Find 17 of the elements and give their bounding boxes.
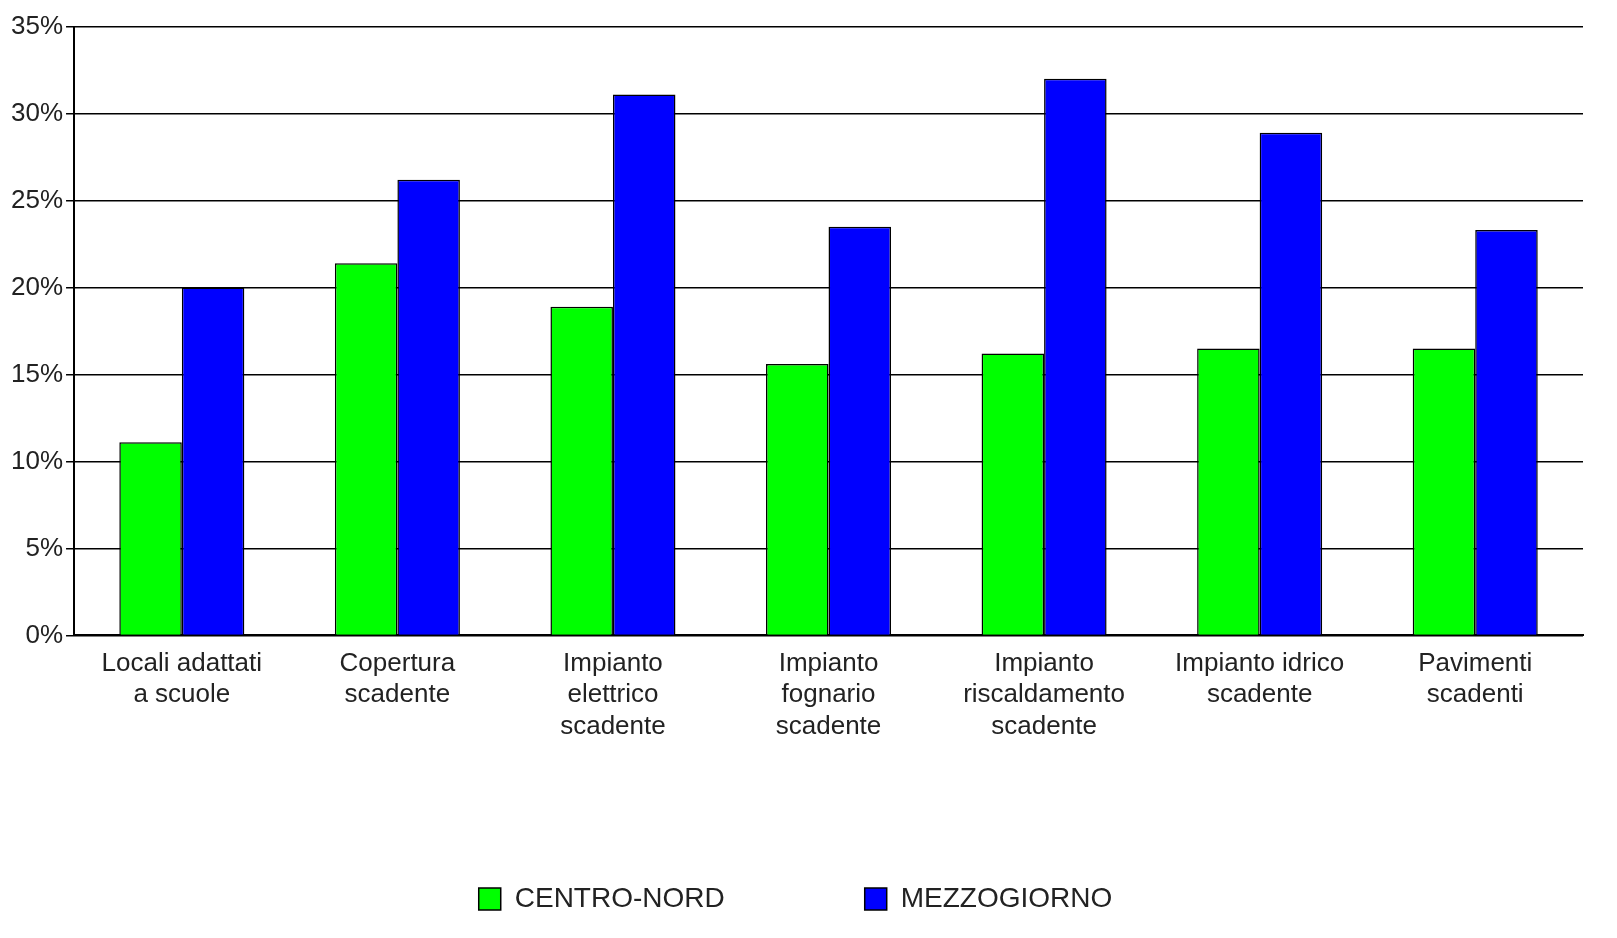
y-tick-label: 10% [10,444,64,475]
y-tick-label: 20% [10,270,64,301]
x-tick-label: Impianto riscaldamento scadente [963,647,1126,740]
x-tick-label: Locali adattati a scuole [101,647,263,709]
y-tick-label: 30% [10,96,64,127]
x-tick-label: Impianto idrico scadente [1175,647,1345,709]
y-tick-label: 0% [25,618,64,649]
y-tick-label: 5% [25,531,64,562]
x-tick-label: Pavimenti scadenti [1418,647,1533,709]
legend-label: MEZZOGIORNO [900,881,1113,913]
x-tick-label: Impianto elettrico scadente [560,647,666,740]
x-tick-label: Impianto fognario scadente [775,647,882,740]
y-tick-label: 35% [10,9,64,40]
y-tick-label: 15% [10,357,64,388]
x-tick-label: Copertura scadente [339,647,456,709]
y-tick-label: 25% [10,183,64,214]
legend-label: CENTRO-NORD [514,881,725,913]
